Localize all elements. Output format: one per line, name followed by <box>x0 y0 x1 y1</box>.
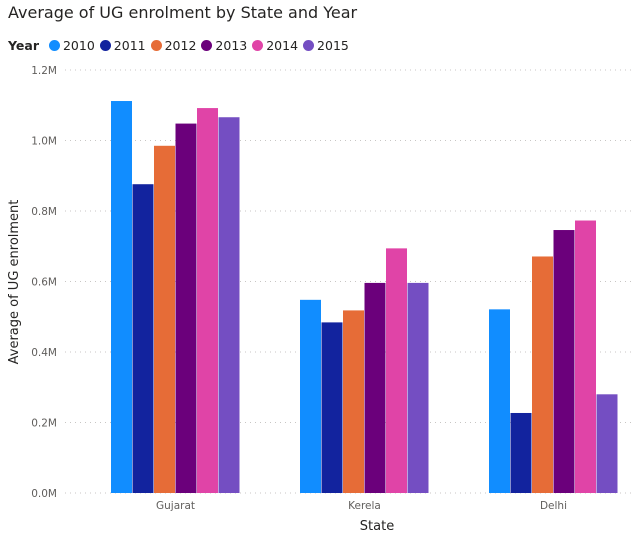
legend-label-2012: 2012 <box>164 37 197 53</box>
y-tick-label: 1.0M <box>31 136 57 148</box>
y-axis-title: Average of UG enrolment <box>7 200 22 365</box>
x-tick-label-delhi: Delhi <box>540 500 567 512</box>
bar-delhi-2012[interactable] <box>532 256 553 493</box>
chart-title: Average of UG enrolment by State and Yea… <box>8 3 358 22</box>
legend-item-2011[interactable]: 2011 <box>99 37 146 53</box>
bar-delhi-2015[interactable] <box>596 394 618 493</box>
y-tick-label: 1.2M <box>31 65 57 77</box>
bar-gujarat-2013[interactable] <box>175 123 197 493</box>
legend-marker-2014 <box>252 39 264 51</box>
bar-delhi-2011[interactable] <box>510 412 532 493</box>
bar-gujarat-2014[interactable] <box>197 108 218 493</box>
legend: Year 2010 2011 2012 2013 2014 2015 <box>8 36 354 54</box>
bar-kerela-2012[interactable] <box>343 310 364 493</box>
bars <box>111 101 618 494</box>
x-axis-title: State <box>360 519 394 534</box>
y-tick-label: 0.6M <box>31 277 57 289</box>
legend-marker-2010 <box>48 39 60 51</box>
y-tick-label: 0.2M <box>31 418 57 430</box>
legend-item-2010[interactable]: 2010 <box>48 37 95 53</box>
x-axis-ticks: Gujarat Kerela Delhi <box>156 500 567 512</box>
legend-label-2015: 2015 <box>317 37 349 53</box>
legend-title: Year <box>8 37 39 53</box>
y-tick-label: 0.4M <box>31 347 57 359</box>
y-tick-label: 0.0M <box>31 488 57 500</box>
bar-delhi-2010[interactable] <box>489 309 510 493</box>
legend-label-2011: 2011 <box>113 37 146 53</box>
bar-kerela-2013[interactable] <box>364 282 386 493</box>
bar-gujarat-2015[interactable] <box>218 117 240 494</box>
legend-item-2012[interactable]: 2012 <box>150 37 197 53</box>
bar-kerela-2010[interactable] <box>300 299 321 493</box>
y-tick-label: 0.8M <box>31 206 57 218</box>
bar-kerela-2015[interactable] <box>407 282 429 493</box>
legend-label-2010: 2010 <box>62 37 95 53</box>
legend-item-2013[interactable]: 2013 <box>201 38 247 53</box>
legend-item-2014[interactable]: 2014 <box>252 38 298 53</box>
bar-delhi-2013[interactable] <box>553 230 575 493</box>
bar-delhi-2014[interactable] <box>575 220 596 493</box>
bar-gujarat-2011[interactable] <box>132 184 154 493</box>
bar-gujarat-2010[interactable] <box>111 101 132 494</box>
legend-label-2014: 2014 <box>266 37 299 53</box>
y-axis-ticks: 0.0M 0.2M 0.4M 0.6M 0.8M 1.0M 1.2M <box>31 65 57 500</box>
legend-item-2015[interactable]: 2015 <box>303 38 349 53</box>
legend-marker-2013 <box>201 39 213 51</box>
x-tick-label-gujarat: Gujarat <box>156 500 195 512</box>
legend-marker-2012 <box>150 39 162 51</box>
bar-gujarat-2012[interactable] <box>154 145 175 493</box>
bar-kerela-2011[interactable] <box>321 322 343 493</box>
legend-marker-2015 <box>303 39 315 51</box>
bar-kerela-2014[interactable] <box>386 248 407 493</box>
x-tick-label-kerela: Kerela <box>348 500 381 512</box>
legend-label-2013: 2013 <box>215 37 248 53</box>
legend-marker-2011 <box>99 39 111 51</box>
